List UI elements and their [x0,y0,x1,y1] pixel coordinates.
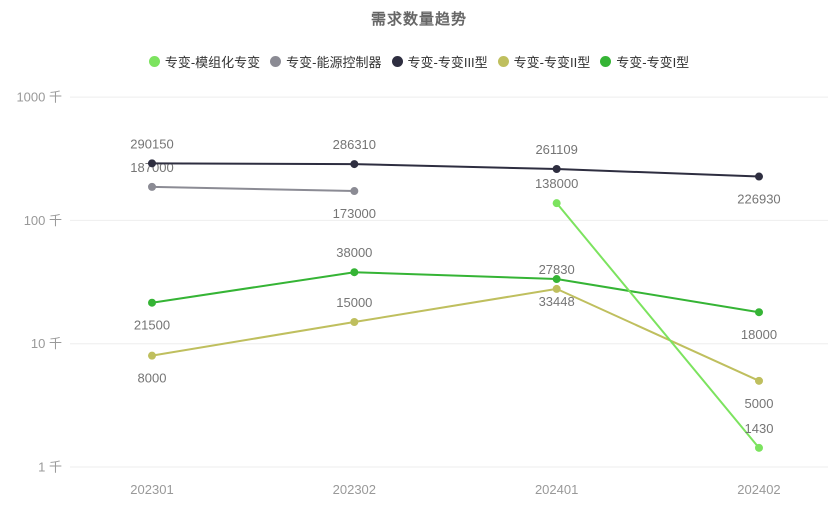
data-point-label: 18000 [741,327,777,342]
data-point-label: 173000 [333,206,376,221]
data-point[interactable] [148,182,156,191]
x-axis-tick-label: 202401 [535,482,578,497]
data-point[interactable] [754,172,763,181]
legend-item-label: 专变-专变I型 [616,55,690,70]
legend-swatch-icon [497,56,509,67]
legend-item-5[interactable]: 专变-专变I型 [600,52,689,71]
legend-item-2[interactable]: 专变-能源控制器 [270,52,382,71]
y-axis-tick-label: 1 千 [38,460,62,475]
series-line [151,162,760,178]
data-point[interactable] [350,160,359,169]
x-axis-tick-label: 202402 [737,482,780,497]
legend-item-label: 专变-专变II型 [513,55,591,70]
data-point-label: 290150 [130,136,173,151]
data-point-label: 5000 [745,396,774,411]
data-point[interactable] [552,275,561,284]
legend-item-label: 专变-专变III型 [407,55,488,70]
legend-swatch-icon [148,56,160,67]
y-axis-tick-label: 100 千 [24,213,62,228]
y-axis-tick-label: 1000 千 [16,90,62,105]
data-point[interactable] [552,284,561,293]
data-point-label: 261109 [535,142,577,157]
x-axis-tick-label: 202302 [333,482,376,497]
chart-legend: 专变-模组化专变 专变-能源控制器 专变-专变III型 专变-专变II型 专变-专变I型 [0,52,838,71]
data-point[interactable] [148,159,156,168]
data-point[interactable] [350,317,359,326]
y-axis-tick-label: 10 千 [31,336,62,351]
legend-item-4[interactable]: 专变-专变II型 [497,52,591,71]
chart-title: 需求数量趋势 [370,11,467,28]
data-point[interactable] [350,268,359,277]
data-point[interactable] [754,443,763,452]
series-line [151,271,760,314]
legend-swatch-icon [600,56,612,67]
data-point[interactable] [754,376,763,385]
x-axis-tick-label: 202301 [130,482,173,497]
data-point-label: 286310 [333,137,376,152]
data-point-label: 138000 [535,176,578,191]
data-point-label: 15000 [336,295,372,310]
data-point-label: 27830 [539,262,575,277]
legend-swatch-icon [270,56,282,67]
data-point[interactable] [754,308,763,317]
legend-item-label: 专变-能源控制器 [286,55,382,70]
data-point-label: 21500 [134,318,170,333]
data-point[interactable] [350,187,359,196]
data-point[interactable] [552,199,561,208]
data-point-label: 33448 [539,294,575,309]
data-point-label: 38000 [336,245,372,260]
series-line [555,202,760,449]
legend-swatch-icon [391,56,403,67]
data-point[interactable] [552,165,561,174]
data-point[interactable] [148,351,156,360]
legend-item-1[interactable]: 专变-模组化专变 [148,52,261,71]
data-point-label: 226930 [737,192,780,207]
legend-item-3[interactable]: 专变-专变III型 [391,52,488,71]
data-point[interactable] [148,298,156,307]
series-line [151,185,356,193]
data-point-label: 8000 [138,371,167,386]
series-line [151,287,760,382]
data-point-label: 1430 [745,421,774,436]
legend-item-label: 专变-模组化专变 [164,55,261,70]
